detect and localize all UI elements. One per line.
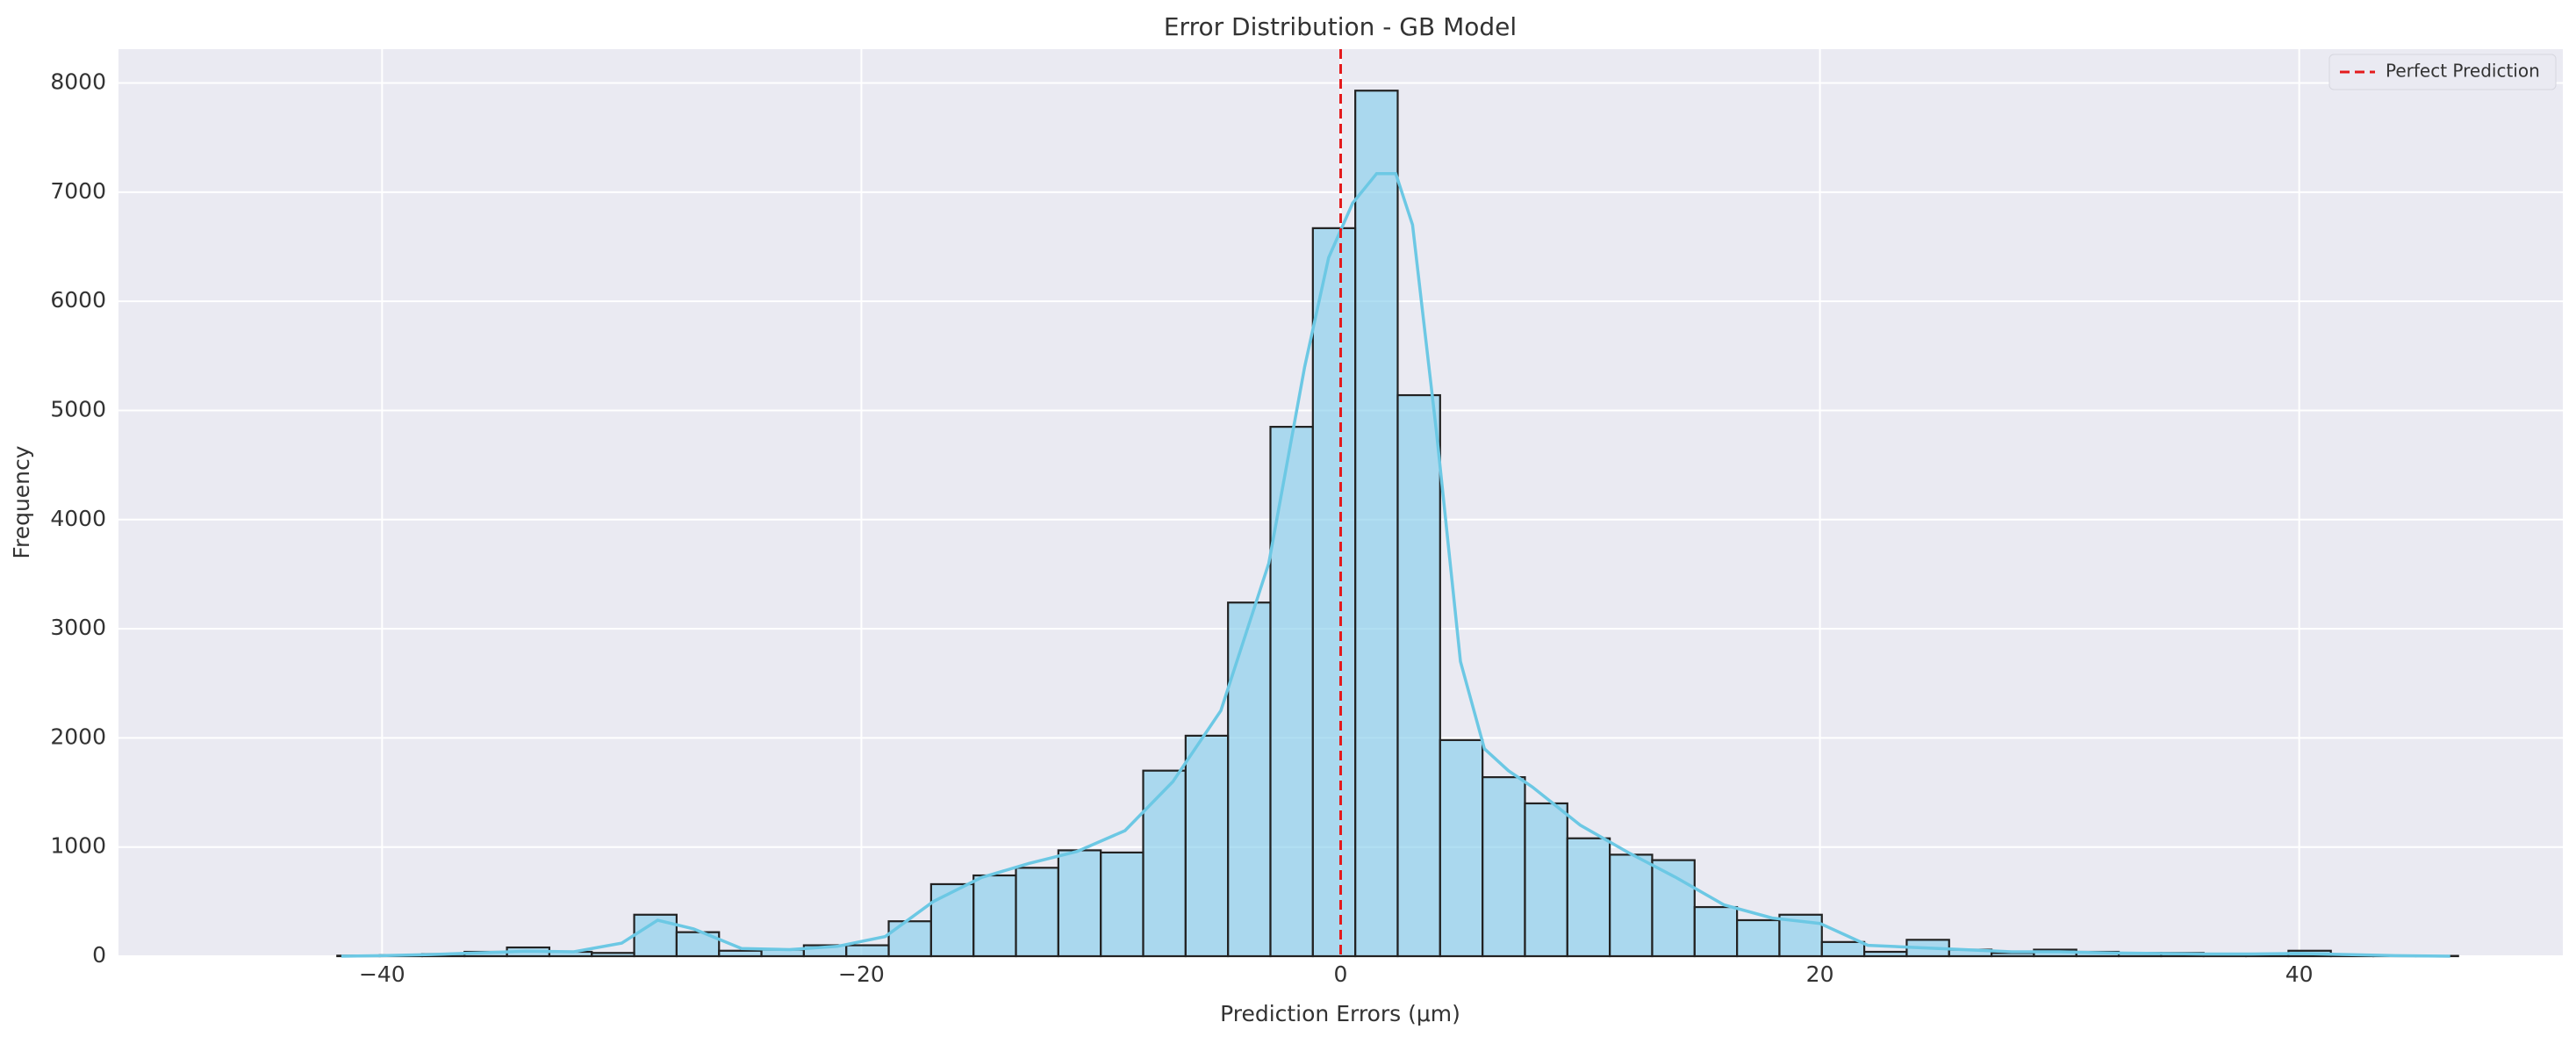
bar xyxy=(1142,769,1187,958)
bar xyxy=(1862,950,1908,958)
y-tick-label: 6000 xyxy=(50,287,106,313)
y-tick-label: 8000 xyxy=(50,69,106,95)
chart-title: Error Distribution - GB Model xyxy=(1164,12,1517,41)
legend-box xyxy=(2328,54,2557,90)
x-tick-label: −40 xyxy=(359,961,405,987)
bar xyxy=(1269,426,1314,958)
bar xyxy=(1100,851,1144,958)
bar xyxy=(1990,952,2035,958)
bar xyxy=(1609,853,1654,958)
bar xyxy=(1524,802,1568,958)
bar xyxy=(1820,940,1866,958)
bar xyxy=(1566,837,1611,958)
x-tick-label: 40 xyxy=(2285,961,2314,987)
bar xyxy=(1354,90,1399,958)
y-tick-label: 1000 xyxy=(50,833,106,859)
x-tick-label: −20 xyxy=(838,961,885,987)
x-tick-label: 20 xyxy=(1806,961,1834,987)
bar xyxy=(675,931,721,958)
y-tick-label: 5000 xyxy=(50,396,106,421)
legend: Perfect Prediction xyxy=(2328,54,2557,90)
bar xyxy=(1482,776,1526,958)
bar xyxy=(1057,849,1102,958)
y-tick-label: 2000 xyxy=(50,724,106,749)
bar xyxy=(1227,601,1272,958)
y-tick-label: 3000 xyxy=(50,615,106,640)
y-tick-label: 4000 xyxy=(50,506,106,531)
bar xyxy=(1396,393,1441,958)
bar xyxy=(1311,227,1357,958)
bar xyxy=(887,920,932,958)
bar xyxy=(591,952,635,958)
x-axis-label: Prediction Errors (μm) xyxy=(1220,1001,1460,1026)
bar xyxy=(1015,867,1059,958)
bar xyxy=(1693,905,1739,958)
legend-label: Perfect Prediction xyxy=(2386,61,2540,82)
marks xyxy=(336,49,2459,958)
bar xyxy=(929,882,975,958)
bar xyxy=(1736,918,1781,958)
bar xyxy=(972,874,1017,958)
bar xyxy=(1184,734,1230,958)
labels: 0 1000 2000 3000 4000 5000 6000 7000 8000 −40 −20 0… xyxy=(50,69,2313,987)
x-tick-label: 0 xyxy=(1334,961,1348,987)
y-tick-label: 0 xyxy=(92,942,106,968)
y-tick-label: 7000 xyxy=(50,178,106,204)
bar xyxy=(1439,738,1484,958)
bar xyxy=(845,944,890,958)
kde-line xyxy=(341,171,2450,958)
bar xyxy=(718,949,763,958)
y-axis-label: Frequency xyxy=(9,445,34,558)
